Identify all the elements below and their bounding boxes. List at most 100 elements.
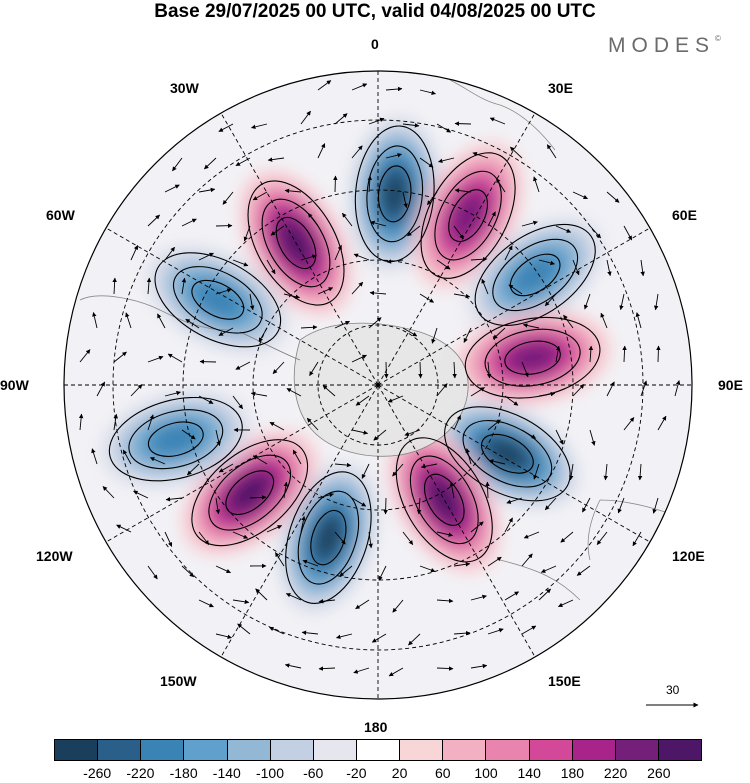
wind-arrow: [555, 429, 564, 445]
wind-arrow: [388, 667, 404, 677]
color-scale-swatch: [141, 740, 185, 760]
wind-arrow: [243, 225, 251, 242]
wind-arrow: [402, 191, 408, 209]
label-30e: 30E: [548, 80, 573, 96]
wind-arrow: [606, 381, 615, 397]
wind-arrow: [251, 123, 268, 130]
wind-arrow: [408, 633, 421, 646]
reference-arrow-icon: [646, 702, 699, 708]
wind-arrow: [237, 623, 251, 635]
streamline: [191, 439, 309, 547]
wind-arrow: [164, 390, 181, 397]
streamline: [480, 433, 534, 474]
wind-arrow: [522, 323, 540, 329]
wind-arrow: [318, 666, 336, 671]
color-scale-swatch: [572, 740, 616, 760]
wind-arrow: [181, 218, 197, 227]
wind-arrow: [266, 259, 276, 275]
wind-arrow: [463, 327, 472, 343]
wind-arrow: [215, 429, 221, 447]
color-scale-swatch: [313, 740, 357, 760]
wind-arrow: [334, 531, 346, 545]
wind-arrow: [572, 259, 580, 276]
wind-arrow: [147, 355, 164, 363]
continent-outlines: [79, 79, 691, 601]
wind-arrow: [167, 353, 183, 363]
wind-arrow: [419, 293, 435, 303]
wind-arrow: [674, 380, 681, 397]
wind-arrow: [504, 245, 513, 261]
streamline: [285, 471, 372, 604]
wind-arrow: [481, 278, 489, 295]
wind-arrow: [270, 225, 285, 236]
wind-arrow: [149, 457, 166, 465]
color-scale-swatch: [184, 740, 228, 760]
wind-arrow: [181, 565, 195, 578]
wind-arrow: [351, 354, 367, 363]
reference-vector: 30: [640, 683, 710, 713]
wind-arrow: [355, 599, 370, 610]
color-scale-swatch: [55, 740, 99, 760]
wind-arrow: [181, 429, 196, 440]
meridian: [377, 112, 536, 386]
wind-arrow: [504, 517, 513, 533]
wind-arrow: [378, 565, 387, 581]
wind-arrow: [465, 448, 472, 465]
wind-arrow: [419, 565, 436, 573]
wind-arrow: [640, 380, 648, 397]
color-scale-swatch: [486, 740, 530, 760]
wind-arrow: [572, 384, 585, 397]
wind-arrow: [218, 327, 234, 336]
color-scale-tick: -100: [255, 765, 285, 781]
wind-arrow: [470, 256, 488, 262]
wind-arrow: [436, 666, 454, 671]
wind-arrow: [186, 463, 200, 476]
wind-arrow: [267, 157, 285, 162]
streamline: [423, 473, 465, 526]
wind-arrow: [454, 121, 472, 126]
map-disc: [64, 71, 692, 699]
wind-arrow: [453, 225, 464, 240]
wind-arrow: [300, 325, 318, 330]
wind-arrow: [392, 463, 404, 477]
wind-arrow: [232, 259, 249, 267]
wind-arrow: [353, 253, 370, 261]
wind-arrow: [147, 214, 160, 227]
anomaly-contour-fill: [231, 475, 268, 510]
wind-arrow: [218, 123, 234, 132]
wind-arrow: [619, 293, 625, 311]
wind-arrow: [420, 463, 438, 469]
wind-arrow: [521, 361, 529, 378]
wind-arrow: [302, 559, 319, 567]
label-60e: 60E: [672, 207, 697, 223]
wind-arrow: [392, 599, 404, 613]
wind-arrow: [623, 225, 633, 241]
wind-arrow: [300, 515, 306, 533]
wind-arrow: [402, 123, 420, 128]
wind-arrow: [91, 448, 98, 465]
wind-arrow: [250, 391, 268, 397]
wind-arrow: [306, 417, 319, 431]
wind-arrow: [113, 351, 127, 363]
wind-arrow: [355, 395, 370, 406]
color-scale-tick: 140: [517, 765, 541, 781]
wind-arrow: [504, 591, 520, 601]
color-scale-swatch: [98, 740, 142, 760]
wind-arrow: [418, 361, 423, 379]
wind-arrow: [572, 191, 588, 200]
wind-arrow: [426, 191, 438, 206]
wind-arrow: [116, 524, 132, 533]
modes-logo: MODES©: [608, 34, 721, 58]
color-scale-swatch: [658, 740, 702, 760]
wind-arrow: [583, 293, 591, 310]
wind-vectors: [78, 80, 681, 677]
wind-arrow: [470, 594, 487, 601]
wind-arrow: [521, 625, 537, 635]
south-pole-marker: [376, 383, 380, 387]
streamline: [448, 189, 488, 242]
anomaly-contour-fill: [314, 516, 342, 559]
streamline: [128, 409, 224, 470]
wind-arrow: [269, 626, 285, 635]
wind-arrow: [371, 633, 387, 643]
streamline: [172, 266, 263, 334]
